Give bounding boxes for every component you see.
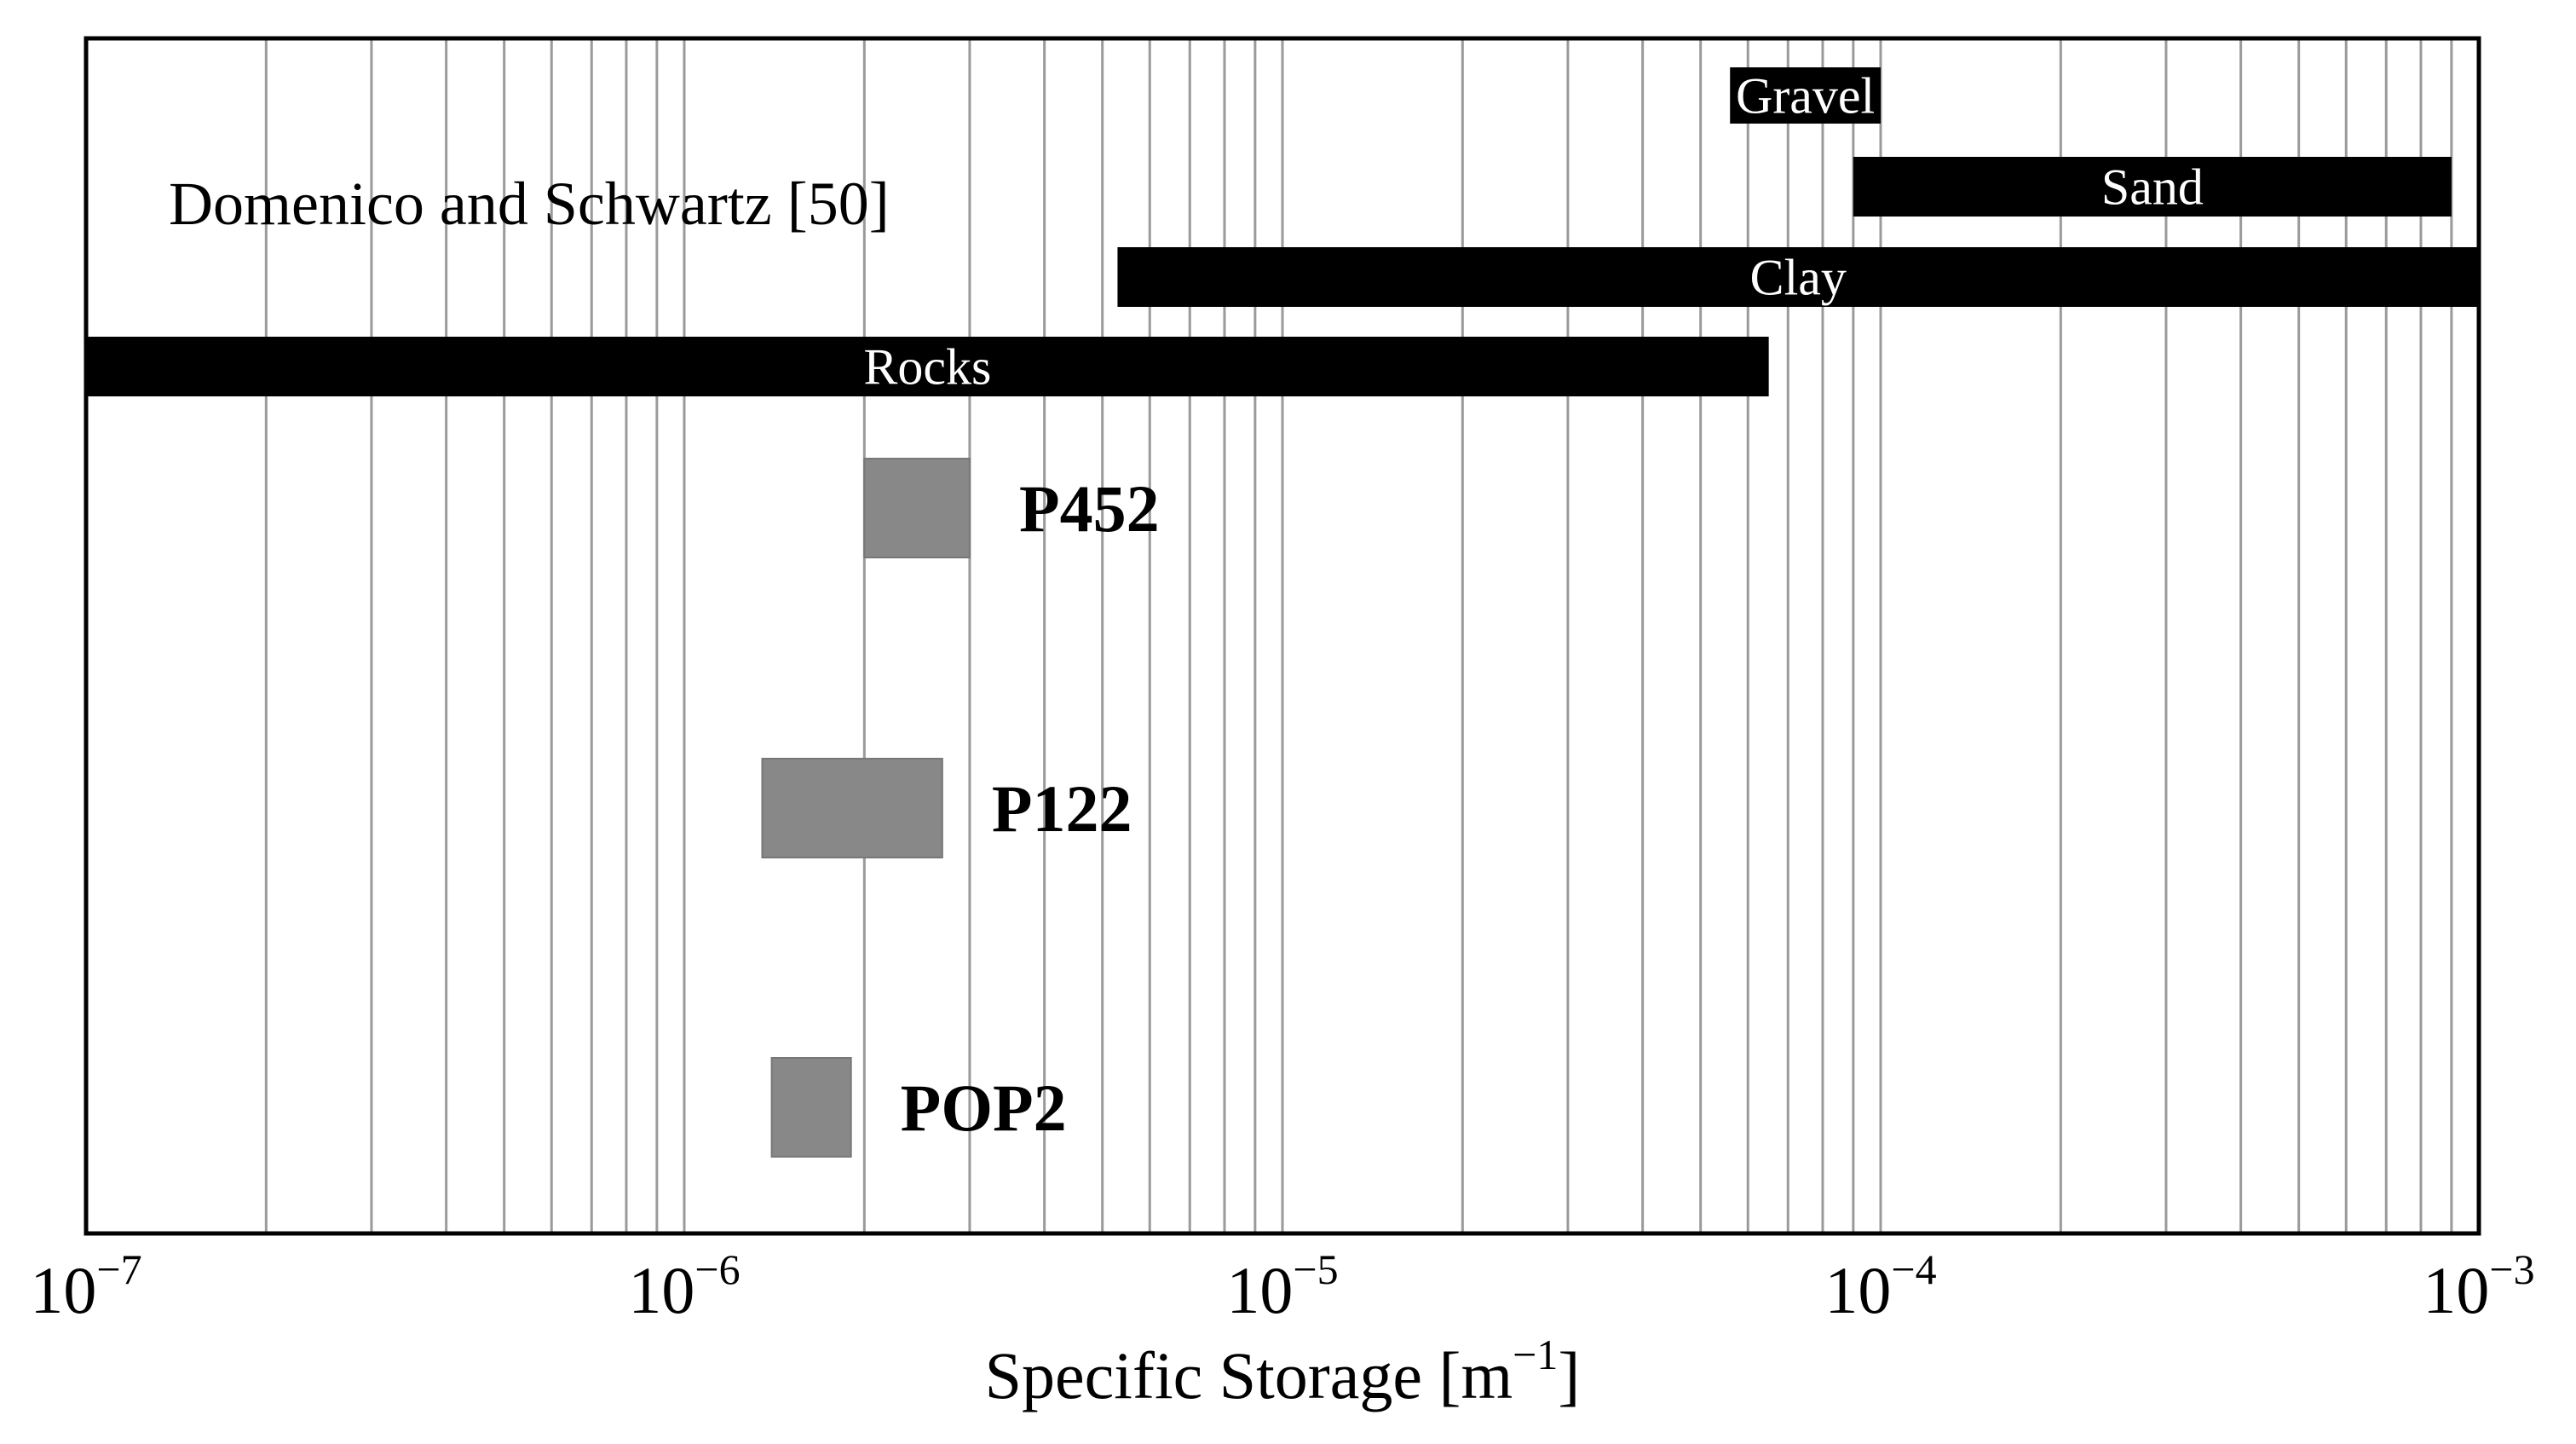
grid-layer	[264, 38, 2453, 1233]
measured-bar-label-p452: P452	[1019, 471, 1160, 546]
reference-bar-label-gravel: Gravel	[1736, 67, 1875, 124]
reference-bar-label-clay: Clay	[1750, 249, 1847, 305]
x-axis-label-close: ]	[1558, 1338, 1580, 1412]
measured-bar-p452	[863, 458, 971, 558]
reference-bar-sand	[1853, 157, 2452, 217]
x-axis-label-main: Specific Storage [m	[985, 1338, 1513, 1412]
reference-bar-gravel	[1730, 67, 1881, 124]
x-tick-label: 10−7	[30, 1245, 141, 1327]
reference-bar-label-rocks: Rocks	[863, 338, 991, 395]
measured-bar-label-pop2: POP2	[901, 1071, 1067, 1145]
tick-labels: 10−7 10−6 10−5 10−4 10−3	[30, 1245, 2534, 1327]
reference-source-label: Domenico and Schwartz [50]	[169, 170, 890, 238]
x-tick-label: 10−4	[1824, 1245, 1936, 1327]
x-axis-label-exponent: −1	[1513, 1331, 1558, 1378]
plot-frame	[84, 36, 2481, 1236]
x-tick-label: 10−3	[2423, 1245, 2534, 1327]
measured-bar-p122	[761, 758, 943, 858]
measured-bars: P452 P122 POP2	[761, 458, 1160, 1158]
measured-bar-pop2	[770, 1057, 852, 1158]
reference-bar-clay	[1117, 247, 2479, 307]
reference-bars: Gravel Sand Clay Rocks	[86, 67, 2479, 396]
x-tick-label: 10−6	[628, 1245, 740, 1327]
reference-bar-label-sand: Sand	[2101, 159, 2204, 215]
reference-bar-rocks	[86, 337, 1769, 396]
measured-bar-label-p122: P122	[992, 771, 1132, 846]
x-axis-label: Specific Storage [m−1]	[985, 1331, 1581, 1412]
x-tick-label: 10−5	[1226, 1245, 1338, 1327]
